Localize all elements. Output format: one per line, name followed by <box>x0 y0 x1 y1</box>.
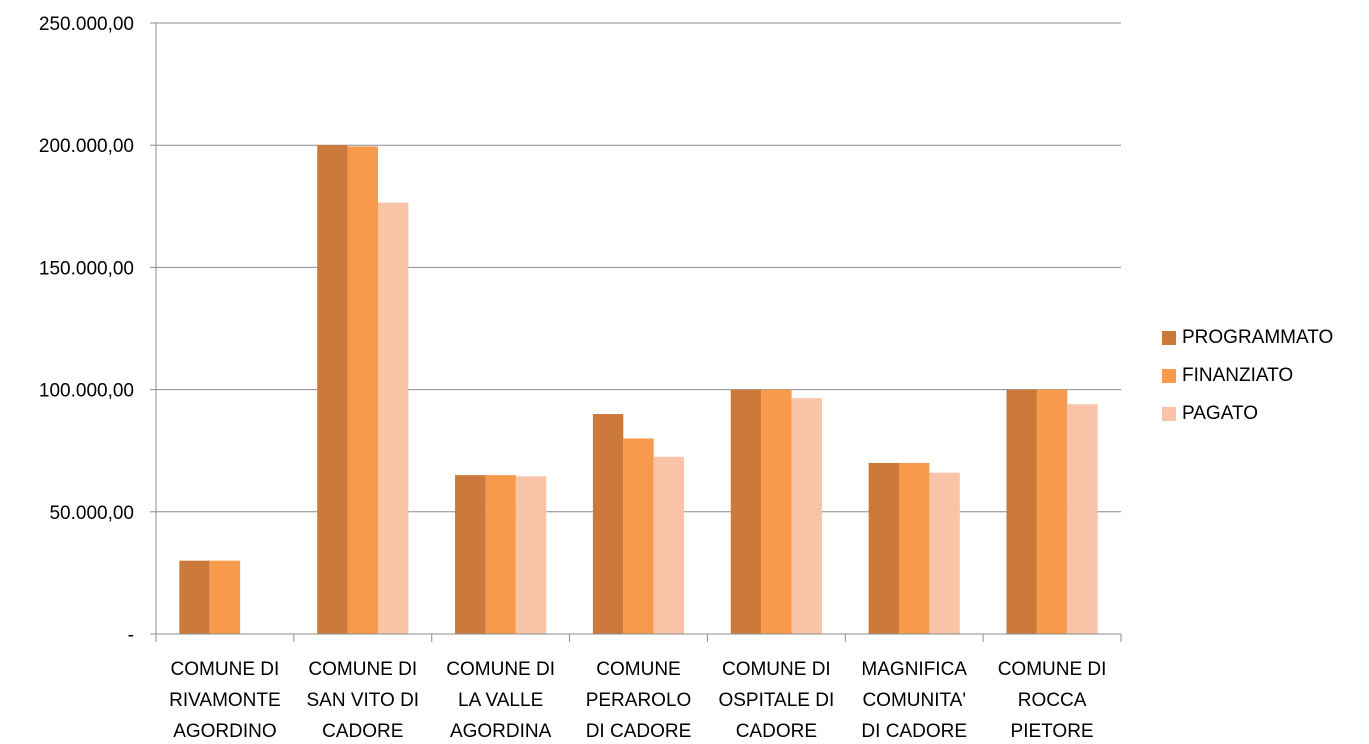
y-tick-label: 200.000,00 <box>39 136 134 157</box>
legend-swatch <box>1162 369 1176 383</box>
legend-swatch <box>1162 407 1176 421</box>
category-label: COMUNE DI OSPITALE DI CADORE <box>718 659 834 742</box>
bar-pagato <box>377 202 409 634</box>
bar-finanziato <box>485 475 516 634</box>
category-label: COMUNE DI RIVAMONTE AGORDINO <box>169 659 281 742</box>
y-tick-label: 50.000,00 <box>49 503 134 524</box>
bars <box>179 145 1098 634</box>
category-label: COMUNE DI LA VALLE AGORDINA <box>446 659 555 742</box>
axes <box>150 22 1122 642</box>
bar-programmato <box>179 560 210 634</box>
category-label: MAGNIFICA COMUNITA' DI CADORE <box>861 659 967 742</box>
bar-finanziato <box>761 389 792 634</box>
category-labels: COMUNE DI RIVAMONTE AGORDINO COMUNE DI SAN V… <box>169 659 1106 742</box>
bar-finanziato <box>899 462 930 634</box>
legend-label: FINANZIATO <box>1182 365 1294 386</box>
bar-finanziato <box>209 560 241 634</box>
category-label: COMUNE DI ROCCA PIETORE <box>998 659 1107 742</box>
bar-finanziato <box>623 438 654 634</box>
legend-item: PROGRAMMATO <box>1162 319 1333 357</box>
bar-finanziato <box>347 146 378 634</box>
legend-label: PAGATO <box>1182 403 1259 424</box>
category-label: COMUNE PERAROLO DI CADORE <box>586 659 692 742</box>
y-axis-tick-labels: - 50.000,00 100.000,00 150.000,00 200.000,00… <box>39 14 134 646</box>
category-label: COMUNE DI SAN VITO DI CADORE <box>306 659 419 742</box>
bar-pagato <box>515 476 547 634</box>
bar-pagato <box>1067 404 1098 634</box>
bar-programmato <box>1006 389 1037 634</box>
legend: PROGRAMMATO FINANZIATO PAGATO <box>1162 319 1333 433</box>
legend-label: PROGRAMMATO <box>1182 327 1334 348</box>
bar-programmato <box>868 462 900 634</box>
bar-pagato <box>791 398 822 634</box>
bar-programmato <box>317 145 348 634</box>
legend-item: FINANZIATO <box>1162 357 1333 395</box>
gridlines <box>156 22 1121 513</box>
bar-finanziato <box>1036 389 1068 634</box>
legend-item: PAGATO <box>1162 395 1333 433</box>
bar-programmato <box>730 389 762 634</box>
y-tick-label: - <box>128 625 134 646</box>
bar-pagato <box>929 472 960 634</box>
bar-programmato <box>592 414 624 634</box>
y-tick-label: 250.000,00 <box>39 14 134 35</box>
bar-programmato <box>455 475 486 634</box>
bar-pagato <box>653 456 685 634</box>
y-tick-label: 150.000,00 <box>39 258 134 279</box>
legend-swatch <box>1162 331 1176 345</box>
y-tick-label: 100.000,00 <box>39 381 134 402</box>
